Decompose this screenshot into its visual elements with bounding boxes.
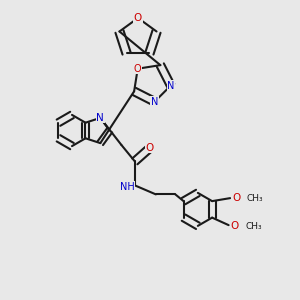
Text: NH: NH <box>120 182 135 192</box>
Text: O: O <box>134 13 142 23</box>
Text: N: N <box>97 113 104 123</box>
Text: N: N <box>167 81 174 91</box>
Text: CH₃: CH₃ <box>247 194 263 202</box>
Text: O: O <box>134 64 142 74</box>
Text: O: O <box>146 143 154 153</box>
Text: O: O <box>230 221 239 231</box>
Text: O: O <box>232 193 240 203</box>
Text: N: N <box>151 97 158 107</box>
Text: CH₃: CH₃ <box>245 221 262 230</box>
